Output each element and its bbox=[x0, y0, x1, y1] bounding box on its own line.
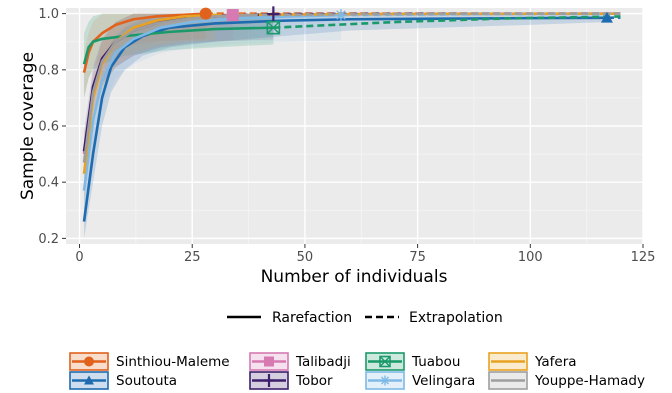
confidence-band bbox=[84, 13, 206, 98]
series-legend-label: Youppe-Hamady bbox=[534, 373, 645, 389]
series-legend-key bbox=[365, 352, 405, 371]
x-axis-label: Number of individuals bbox=[261, 267, 448, 287]
rarefaction-line bbox=[82, 13, 342, 191]
method-legend-label: Extrapolation bbox=[409, 310, 503, 326]
observed-point-marker bbox=[226, 9, 239, 22]
series-legend-label: Sinthiou-Maleme bbox=[116, 354, 230, 370]
series-legend-label: Velingara bbox=[412, 373, 475, 389]
series-legend: Sinthiou-Maleme Soutouta Talibadji Tobor Tua… bbox=[69, 352, 645, 390]
y-tick-label: 0.4 bbox=[38, 176, 59, 191]
method-legend: Rarefaction Extrapolation bbox=[227, 310, 503, 326]
x-tick-label: 25 bbox=[184, 250, 201, 265]
series-legend-key bbox=[249, 352, 289, 371]
observed-point-marker bbox=[199, 7, 212, 20]
x-tick-label: 125 bbox=[631, 250, 656, 265]
y-tick-label: 1.0 bbox=[38, 7, 59, 22]
series-legend-label: Yafera bbox=[534, 354, 577, 370]
confidence-band bbox=[84, 13, 274, 177]
x-tick-label: 0 bbox=[75, 250, 83, 265]
method-legend-label: Rarefaction bbox=[272, 310, 352, 326]
series-legend-label: Talibadji bbox=[295, 354, 351, 370]
y-tick-label: 0.2 bbox=[38, 232, 59, 247]
series-legend-key bbox=[488, 352, 528, 371]
series-legend-key bbox=[69, 352, 109, 371]
observed-point-marker bbox=[267, 6, 280, 22]
legend-marker bbox=[264, 356, 274, 367]
rarefaction-line bbox=[82, 26, 274, 65]
series-legend-key bbox=[69, 371, 109, 390]
series-markers bbox=[199, 6, 613, 35]
rarefaction-line bbox=[82, 16, 607, 222]
series-legend-label: Soutouta bbox=[116, 373, 177, 389]
series-legend-label: Tuabou bbox=[411, 354, 460, 370]
legend-marker bbox=[380, 375, 390, 386]
y-tick-label: 0.8 bbox=[38, 63, 59, 78]
legend-marker bbox=[84, 375, 94, 385]
series-legend-key bbox=[488, 371, 528, 390]
series-legend-key bbox=[249, 371, 289, 390]
extrapolation-line bbox=[250, 12, 621, 17]
confidence-band bbox=[84, 13, 341, 216]
legend-marker bbox=[84, 356, 94, 367]
x-tick-label: 100 bbox=[518, 250, 543, 265]
rarefaction-line bbox=[82, 12, 206, 73]
observed-point-marker bbox=[334, 9, 347, 22]
axes: 0 25 50 75 100 125 0.2 0.4 0.6 0.8 1.0 bbox=[38, 7, 655, 265]
x-tick-label: 50 bbox=[297, 250, 314, 265]
observed-point-marker bbox=[266, 20, 281, 35]
legend-marker bbox=[264, 374, 274, 387]
x-tick-label: 75 bbox=[409, 250, 426, 265]
confidence-band bbox=[84, 13, 233, 180]
confidence-band bbox=[84, 13, 251, 188]
legend-marker bbox=[379, 355, 391, 368]
y-axis-label: Sample coverage bbox=[18, 52, 38, 200]
extrapolation-line bbox=[273, 15, 621, 29]
series-legend-key bbox=[365, 371, 405, 390]
y-tick-label: 0.6 bbox=[38, 120, 59, 135]
series-legend-label: Tobor bbox=[295, 373, 333, 389]
observed-point-marker bbox=[600, 11, 613, 23]
